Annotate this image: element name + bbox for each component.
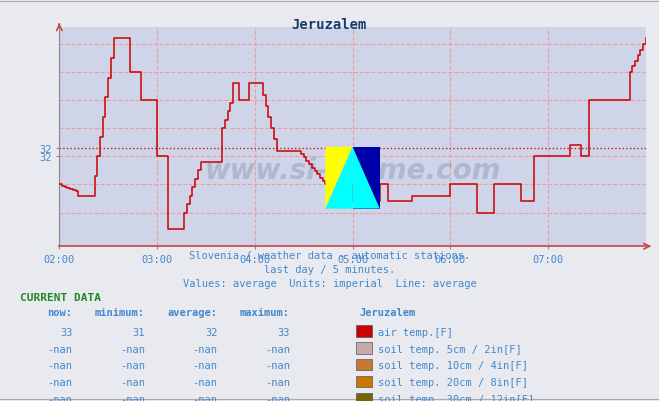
Text: 31: 31 (132, 327, 145, 337)
Polygon shape (353, 148, 380, 209)
Text: -nan: -nan (265, 394, 290, 401)
Text: 33: 33 (277, 327, 290, 337)
Text: -nan: -nan (192, 344, 217, 354)
Text: -nan: -nan (47, 377, 72, 387)
Text: soil temp. 5cm / 2in[F]: soil temp. 5cm / 2in[F] (378, 344, 521, 354)
Text: minimum:: minimum: (95, 307, 145, 317)
Text: -nan: -nan (192, 377, 217, 387)
Text: soil temp. 20cm / 8in[F]: soil temp. 20cm / 8in[F] (378, 377, 528, 387)
Text: -nan: -nan (120, 344, 145, 354)
Text: -nan: -nan (47, 344, 72, 354)
Text: 32: 32 (205, 327, 217, 337)
Text: Slovenia / weather data - automatic stations.: Slovenia / weather data - automatic stat… (189, 251, 470, 261)
Text: Jeruzalem: Jeruzalem (359, 307, 415, 317)
Text: average:: average: (167, 307, 217, 317)
Text: last day / 5 minutes.: last day / 5 minutes. (264, 265, 395, 275)
Text: -nan: -nan (47, 360, 72, 371)
Text: -nan: -nan (120, 377, 145, 387)
Text: now:: now: (47, 307, 72, 317)
Polygon shape (326, 148, 353, 209)
Text: -nan: -nan (265, 360, 290, 371)
Polygon shape (353, 148, 380, 209)
Text: maximum:: maximum: (240, 307, 290, 317)
Text: -nan: -nan (120, 394, 145, 401)
Text: CURRENT DATA: CURRENT DATA (20, 293, 101, 303)
Text: air temp.[F]: air temp.[F] (378, 327, 453, 337)
Text: 33: 33 (60, 327, 72, 337)
Text: Jeruzalem: Jeruzalem (292, 18, 367, 32)
Text: soil temp. 30cm / 12in[F]: soil temp. 30cm / 12in[F] (378, 394, 534, 401)
Text: Values: average  Units: imperial  Line: average: Values: average Units: imperial Line: av… (183, 279, 476, 289)
Text: -nan: -nan (192, 394, 217, 401)
Text: -nan: -nan (192, 360, 217, 371)
Text: -nan: -nan (265, 344, 290, 354)
Text: -nan: -nan (47, 394, 72, 401)
Text: -nan: -nan (120, 360, 145, 371)
Text: soil temp. 10cm / 4in[F]: soil temp. 10cm / 4in[F] (378, 360, 528, 371)
Text: -nan: -nan (265, 377, 290, 387)
Text: www.si-vreme.com: www.si-vreme.com (204, 156, 501, 184)
Polygon shape (326, 148, 353, 209)
